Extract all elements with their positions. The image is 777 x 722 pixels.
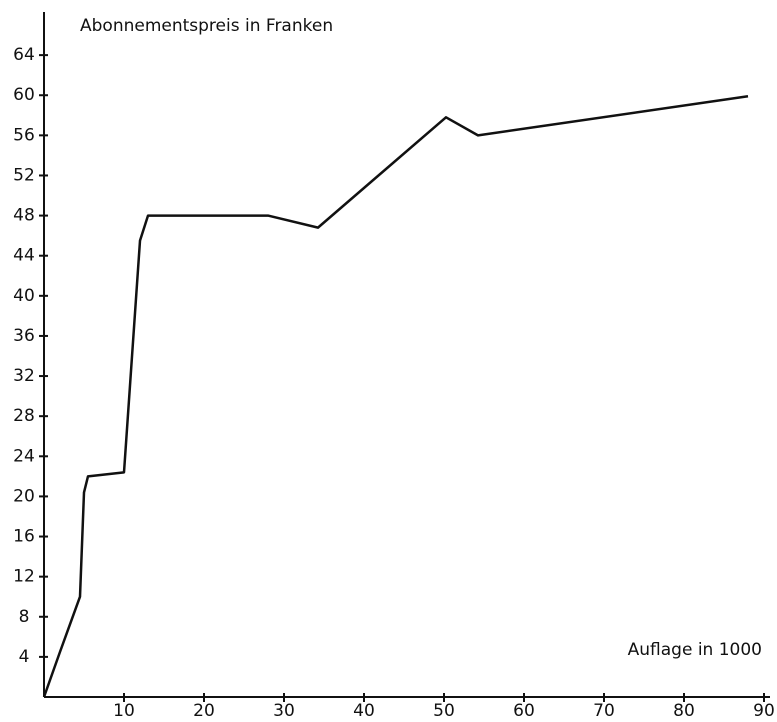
y-tick-label: 12 xyxy=(13,567,35,587)
y-tick-label: 52 xyxy=(13,165,35,185)
y-tick-label: 56 xyxy=(13,125,35,145)
x-tick-label: 20 xyxy=(193,701,215,721)
y-axis-label: Abonnementspreis in Franken xyxy=(80,16,333,36)
y-tick-label: 4 xyxy=(19,647,30,667)
y-tick-label: 24 xyxy=(13,446,35,466)
y-tick-label: 8 xyxy=(19,607,30,627)
x-axis-label: Auflage in 1000 xyxy=(628,640,762,660)
y-tick-label: 40 xyxy=(13,286,35,306)
y-tick-label: 48 xyxy=(13,206,35,226)
y-tick-label: 60 xyxy=(13,85,35,105)
y-tick-label: 64 xyxy=(13,45,35,65)
x-tick-label: 40 xyxy=(353,701,375,721)
x-tick-label: 60 xyxy=(513,701,535,721)
y-tick-label: 28 xyxy=(13,406,35,426)
x-tick-label: 90 xyxy=(753,701,775,721)
y-tick-label: 32 xyxy=(13,366,35,386)
y-tick-label: 36 xyxy=(13,326,35,346)
x-tick-label: 10 xyxy=(113,701,135,721)
y-tick-label: 44 xyxy=(13,246,35,266)
y-tick-label: 16 xyxy=(13,527,35,547)
x-tick-label: 50 xyxy=(433,701,455,721)
data-line xyxy=(42,95,749,698)
x-tick-label: 70 xyxy=(593,701,615,721)
x-tick-label: 30 xyxy=(273,701,295,721)
y-tick-label: 20 xyxy=(13,486,35,506)
x-tick-label: 80 xyxy=(673,701,695,721)
